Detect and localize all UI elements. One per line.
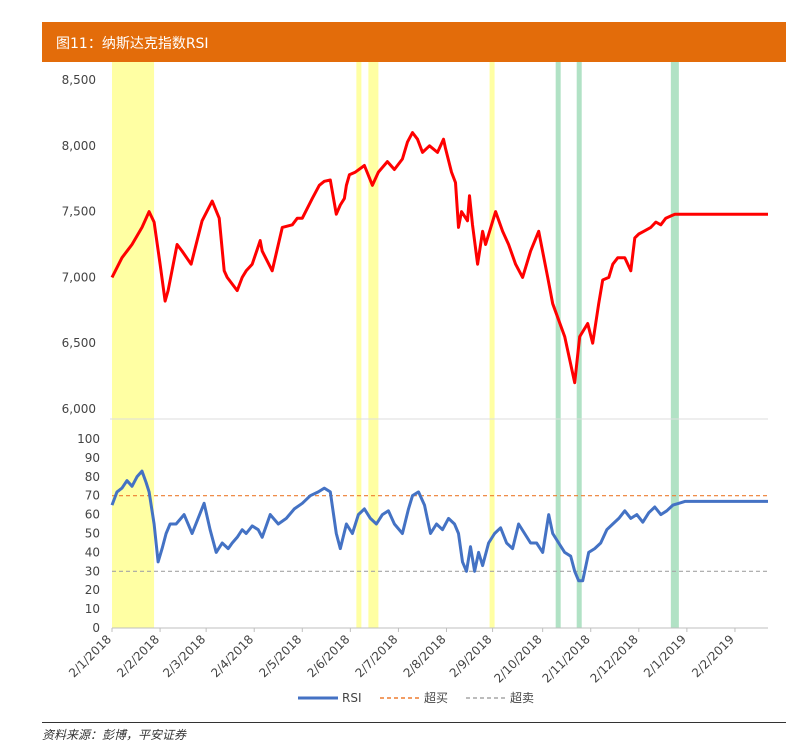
rsi-y-tick-label: 100 [77,432,100,446]
price-y-tick-label: 7,500 [62,205,96,219]
price-y-tick-label: 7,000 [62,270,96,284]
rsi-y-tick-label: 0 [92,621,100,635]
highlight-band-oversold-4 [555,62,561,628]
x-tick-label: 2/1/2018 [66,632,114,680]
x-tick-label: 2/8/2018 [401,632,449,680]
highlight-band-overbought-0 [112,62,155,628]
rsi-y-tick-label: 20 [85,583,100,597]
rsi-y-tick-label: 50 [85,527,100,541]
highlight-band-overbought-2 [368,62,379,628]
x-tick-label: 2/6/2018 [304,632,352,680]
legend-overbought-label: 超买 [424,690,448,705]
x-tick-label: 2/2/2018 [114,632,162,680]
x-tick-label: 2/7/2018 [353,632,401,680]
x-tick-label: 2/10/2018 [491,632,544,685]
highlight-band-oversold-6 [670,62,679,628]
source-divider [42,722,786,723]
legend-oversold-label: 超卖 [510,690,534,705]
source-note: 资料来源：彭博，平安证券 [42,728,187,742]
price-y-tick-label: 8,500 [62,73,96,87]
figure-title-bar: 图11：纳斯达克指数RSI [42,22,786,62]
nasdaq-index-line [110,131,768,385]
rsi-y-tick-label: 90 [85,451,100,465]
x-tick-label: 2/9/2018 [447,632,495,680]
highlight-band-overbought-1 [356,62,362,628]
x-tick-label: 2/11/2018 [539,632,592,685]
figure-title: 图11：纳斯达克指数RSI [56,36,209,52]
highlight-band-overbought-3 [489,62,495,628]
rsi-y-tick-label: 80 [85,470,100,484]
rsi-y-tick-label: 70 [85,489,100,503]
x-tick-label: 2/2/2019 [689,632,737,680]
x-tick-label: 2/3/2018 [160,632,208,680]
x-tick-label: 2/5/2018 [256,632,304,680]
x-tick-label: 2/12/2018 [588,632,641,685]
price-y-tick-label: 6,000 [62,402,96,416]
legend-rsi-label: RSI [342,691,362,705]
rsi-y-tick-label: 30 [85,564,100,578]
rsi-y-tick-label: 60 [85,508,100,522]
price-y-tick-label: 6,500 [62,336,96,350]
rsi-y-tick-label: 10 [85,602,100,616]
price-y-tick-label: 8,000 [62,139,96,153]
x-tick-label: 2/1/2019 [641,632,689,680]
rsi-line [110,469,768,583]
rsi-y-tick-label: 40 [85,545,100,559]
x-tick-label: 2/4/2018 [208,632,256,680]
